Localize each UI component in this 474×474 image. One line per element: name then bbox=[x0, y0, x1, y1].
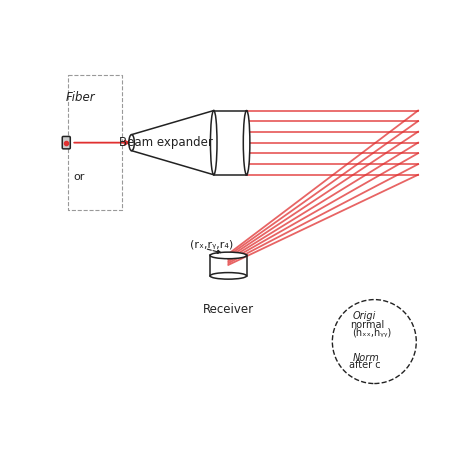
Text: (hₓₓ,hᵧᵧ): (hₓₓ,hᵧᵧ) bbox=[352, 328, 392, 337]
Ellipse shape bbox=[243, 110, 250, 175]
Text: Beam expander: Beam expander bbox=[119, 136, 213, 149]
Text: Origi: Origi bbox=[352, 311, 376, 321]
Ellipse shape bbox=[129, 135, 134, 151]
Text: Fiber: Fiber bbox=[66, 91, 95, 103]
Ellipse shape bbox=[210, 252, 246, 259]
Text: Receiver: Receiver bbox=[203, 303, 254, 316]
Text: Norm: Norm bbox=[352, 353, 379, 363]
Text: (rₓ,rᵧ,r₄): (rₓ,rᵧ,r₄) bbox=[190, 240, 233, 250]
Bar bbox=[214, 110, 246, 175]
Text: after c: after c bbox=[349, 360, 381, 370]
FancyBboxPatch shape bbox=[62, 137, 70, 149]
Text: or: or bbox=[73, 173, 84, 182]
Ellipse shape bbox=[210, 273, 246, 279]
Ellipse shape bbox=[210, 110, 217, 175]
Text: normal: normal bbox=[351, 320, 385, 330]
